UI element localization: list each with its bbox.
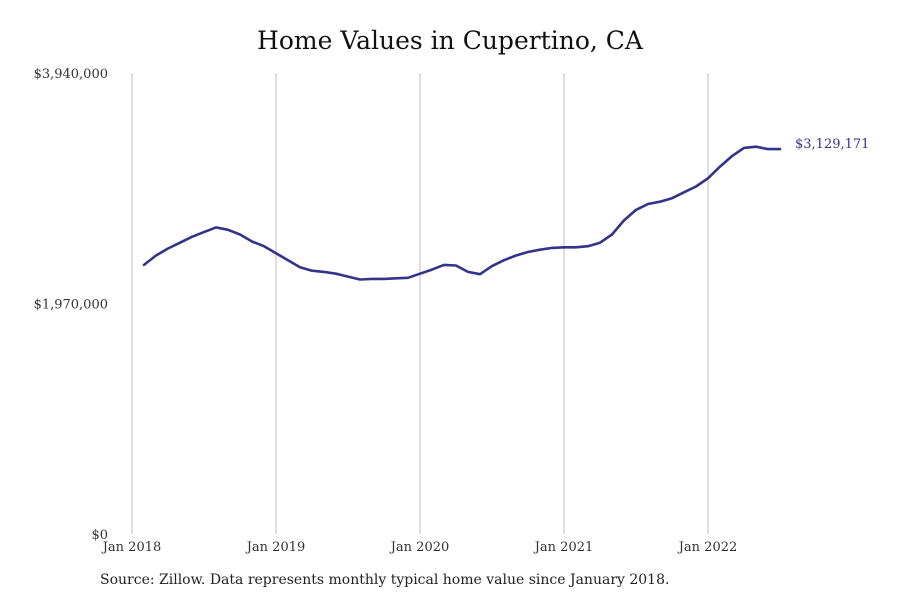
y-tick-label: $1,970,000 [34,298,108,313]
x-tick-label: Jan 2021 [533,540,594,555]
series-line [142,145,782,281]
y-axis-labels: $0 $1,970,000 $3,940,000 [34,67,108,543]
x-axis-labels: Jan 2018 Jan 2019 Jan 2020 Jan 2021 Jan 2022 [101,540,738,555]
source-note: Source: Zillow. Data represents monthly … [100,572,670,588]
y-tick-label: $0 [91,528,108,543]
x-tick-label: Jan 2018 [101,540,162,555]
x-tick-label: Jan 2019 [245,540,306,555]
chart-title: Home Values in Cupertino, CA [257,26,643,55]
y-tick-label: $3,940,000 [34,67,108,82]
x-tick-label: Jan 2020 [389,540,450,555]
x-tick-label: Jan 2022 [677,540,738,555]
gridlines [131,73,709,534]
end-value-label: $3,129,171 [795,137,869,152]
